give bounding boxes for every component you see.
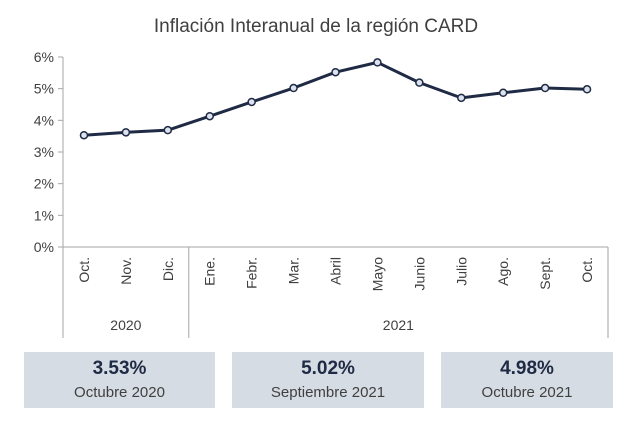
data-point [457, 93, 466, 103]
data-point [373, 58, 382, 67]
chart-axes [62, 57, 608, 248]
x-tick-label: Dic. [160, 257, 176, 281]
summary-card-sep-2021: 5.02% Septiembre 2021 [232, 352, 424, 408]
x-axis-ticks: Oct. Nov. Dic. Ene. Febr. Mar. Abril Mayo Junio J… [76, 257, 595, 291]
year-label: 2020 [110, 317, 141, 333]
summary-card-label: Octubre 2020 [74, 384, 165, 401]
y-tick-label: 4% [34, 112, 54, 128]
y-tick-label: 5% [34, 81, 54, 97]
summary-card-value: 3.53% [92, 358, 147, 379]
y-tick-label: 2% [34, 176, 54, 192]
y-tick-label: 6% [34, 49, 54, 65]
x-tick-label: Febr. [244, 257, 260, 289]
data-point [289, 83, 298, 93]
data-point [205, 111, 214, 121]
x-tick-label: Junio [411, 257, 427, 291]
summary-card-value: 5.02% [301, 358, 355, 379]
y-tick-label: 1% [34, 207, 54, 223]
series-group [79, 58, 592, 140]
data-point [247, 97, 256, 107]
data-point [415, 78, 424, 87]
y-axis-ticks: 0% 1% 2% 3% 4% 5% 6% [34, 49, 63, 255]
x-tick-label: Abril [328, 257, 344, 285]
summary-card-label: Octubre 2021 [481, 384, 573, 401]
data-point [163, 125, 173, 135]
summary-card-oct-2021: 4.98% Octubre 2021 [441, 352, 613, 408]
data-point [498, 88, 508, 98]
summary-card-oct-2020: 3.53% Octubre 2020 [24, 352, 215, 408]
x-tick-label: Oct. [76, 257, 92, 283]
x-tick-label: Sept. [537, 257, 553, 290]
year-groups: 2020 2021 [62, 247, 609, 338]
chart-title: Inflación Interanual de la región CARD [154, 16, 478, 37]
data-point [121, 128, 131, 137]
inflation-chart: Inflación Interanual de la región CARD 0… [34, 16, 609, 338]
data-point [331, 67, 340, 77]
summary-card-label: Septiembre 2021 [270, 384, 386, 401]
summary-card-value: 4.98% [500, 358, 554, 379]
year-label: 2021 [383, 317, 414, 333]
x-tick-label: Nov. [118, 257, 134, 285]
x-tick-label: Oct. [579, 257, 595, 283]
x-tick-label: Ene. [202, 257, 218, 286]
data-point [582, 85, 592, 94]
x-tick-label: Mayo [369, 257, 385, 291]
data-point [540, 83, 550, 93]
data-point [79, 130, 89, 140]
y-tick-label: 3% [34, 144, 54, 160]
x-tick-label: Ago. [495, 257, 511, 286]
x-tick-label: Mar. [286, 257, 302, 284]
y-tick-label: 0% [34, 239, 54, 255]
x-tick-label: Julio [453, 257, 469, 286]
